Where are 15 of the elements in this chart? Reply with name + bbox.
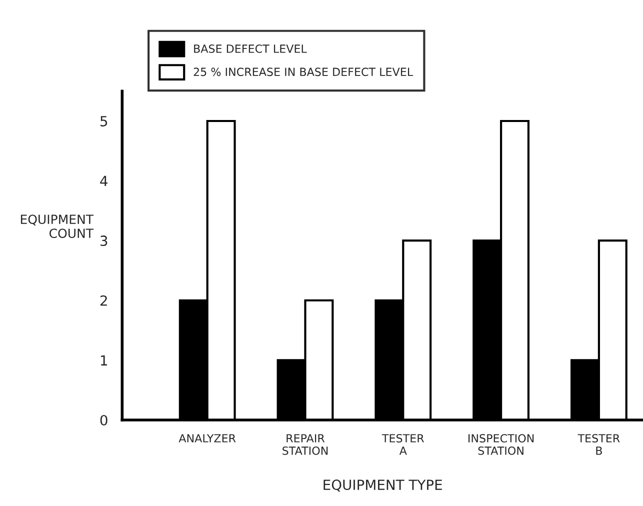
- legend-label: 25 % INCREASE IN BASE DEFECT LEVEL: [194, 68, 414, 76]
- x-tick-label: TESTER B: [578, 434, 620, 455]
- x-tick-label: ANALYZER: [178, 434, 236, 442]
- y-tick-label: 2: [100, 295, 107, 306]
- y-tick-label: 5: [100, 116, 108, 126]
- x-tick-label: REPAIR STATION: [282, 434, 328, 455]
- y-axis-title: EQUIPMENT COUNT: [20, 214, 94, 238]
- y-tick-label: 1: [100, 355, 107, 366]
- y-tick-label: 4: [100, 176, 108, 186]
- x-tick-label: INSPECTION STATION: [468, 434, 534, 455]
- legend-label: BASE DEFECT LEVEL: [194, 44, 307, 53]
- x-axis-title: EQUIPMENT TYPE: [324, 480, 442, 492]
- y-tick-label: 0: [100, 414, 108, 426]
- x-tick-label: TESTER A: [382, 434, 424, 455]
- y-tick-label: 3: [100, 236, 108, 246]
